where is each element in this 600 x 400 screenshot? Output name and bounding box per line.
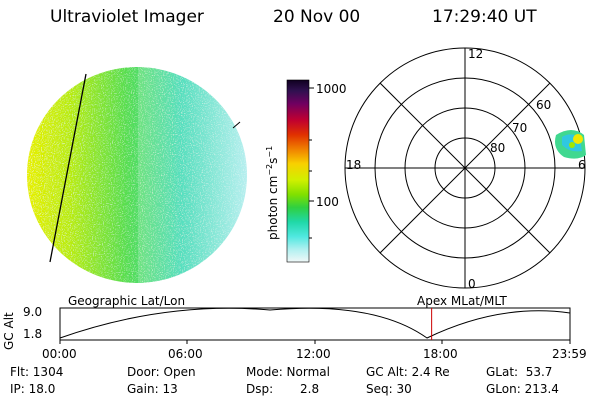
time-label-00: 00:00 [42,347,77,361]
observation-date: 20 Nov 00 [273,7,361,27]
geographic-longitude: GLon: 213.4 [486,382,559,396]
gain-value: Gain: 13 [127,382,178,396]
mlat-label-60: 60 [536,98,552,112]
orbit-panel-frame [59,307,571,341]
dsp-label: Dsp: [246,382,274,396]
earth-disc [27,67,247,283]
polar-plot [344,47,586,289]
auroral-patch [555,130,586,159]
colorbar-label-100: 100 [316,195,339,209]
gc-alt-tick-max: 9.0 [23,305,43,319]
door-status: Door: Open [127,365,196,379]
time-label-2359: 23:59 [552,347,587,361]
observation-time: 17:29:40 UT [432,7,537,27]
orbit-altitude-curve [59,307,571,339]
mlt-label-6: 6 [578,158,586,172]
unit-mid: s [266,157,280,164]
mlt-label-18: 18 [346,158,362,172]
dsp-value: 2.8 [300,382,320,396]
sequence-value: Seq: 30 [366,382,412,396]
colorbar-unit-label: photon cm−2s−1 [265,146,280,240]
orbit-altitude-panel [59,307,571,344]
geographic-latitude: GLat: 53.7 [486,365,553,379]
flight-number: Flt: 1304 [10,365,64,379]
mlat-label-80: 80 [490,141,506,155]
instrument-title: Ultraviolet Imager [50,7,204,27]
mlat-label-70: 70 [512,121,528,135]
mlt-label-12: 12 [468,47,484,61]
geographic-title: Geographic Lat/Lon [68,294,186,308]
time-label-06: 06:00 [168,347,203,361]
dayside-fade [138,67,247,283]
apex-title: Apex MLat/MLT [417,294,507,308]
colorbar [286,79,314,263]
gc-alt-tick-min: 1.8 [23,327,43,341]
unit-exp2: −1 [265,145,274,158]
ip-value: IP: 18.0 [10,382,56,396]
earth-uv-image [27,67,247,283]
mlt-label-0: 0 [468,277,476,291]
time-label-12: 12:00 [296,347,331,361]
colorbar-scale [286,79,310,263]
unit-exp1: −2 [265,163,274,176]
unit-prefix: photon cm [266,175,280,240]
polar-diagonal-2 [379,82,551,254]
gc-alt-axis-label: GC Alt [2,312,16,350]
gc-alt-value: GC Alt: 2.4 Re [366,365,450,379]
limb-tick [232,121,241,129]
terminator-line [49,73,87,263]
colorbar-label-1000: 1000 [316,82,347,96]
mode-value: Mode: Normal [246,365,330,379]
time-label-18: 18:00 [423,347,458,361]
